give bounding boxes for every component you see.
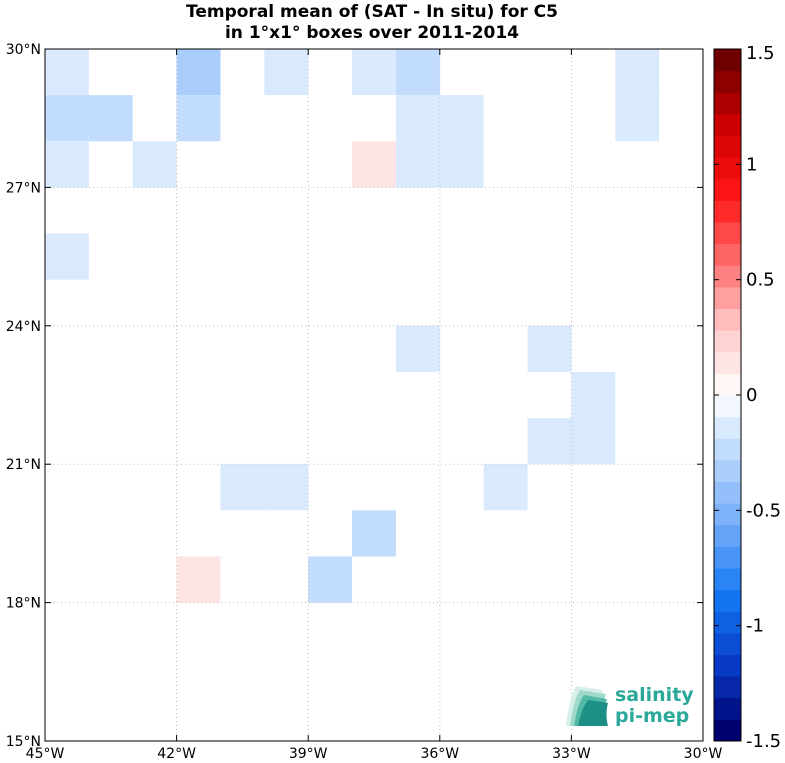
logo-text-salinity: salinity — [615, 684, 694, 706]
colorbar-tick-labels: 1.5 1 0.5 0 -0.5 -1 -1.5 — [746, 43, 781, 752]
heatmap-cell — [264, 464, 309, 511]
heatmap-cell — [220, 464, 265, 511]
salinity-pi-mep-logo: salinity pi-mep — [566, 684, 694, 727]
colorbar-segment — [714, 243, 741, 266]
heatmap-cell — [615, 49, 660, 96]
colorbar-segment — [714, 373, 741, 396]
colorbar-segment — [714, 222, 741, 245]
colorbar-segment — [714, 70, 741, 93]
colorbar-segment — [714, 589, 741, 612]
colorbar-segment — [714, 524, 741, 547]
colorbar-segment — [714, 135, 741, 158]
x-tick-label: 45°W — [26, 746, 65, 762]
colorbar-segment — [714, 200, 741, 223]
colorbar-segment — [714, 568, 741, 591]
colorbar-segment — [714, 481, 741, 504]
chart-title: Temporal mean of (SAT - In situ) for C5 — [186, 2, 558, 22]
y-tick-label: 27°N — [6, 180, 41, 196]
gridlines — [45, 49, 703, 741]
x-tick-label: 30°W — [684, 746, 723, 762]
heatmap-cell — [45, 49, 89, 96]
colorbar-tick-label: 0 — [746, 385, 757, 406]
colorbar-segment — [714, 286, 741, 309]
y-tick-label: 24°N — [6, 319, 41, 335]
heatmap-cell — [132, 141, 177, 188]
heatmap-cell — [615, 95, 660, 142]
colorbar-segment — [714, 178, 741, 201]
colorbar-segment — [714, 416, 741, 439]
heatmap-cell — [176, 49, 221, 96]
y-tick-label: 21°N — [6, 457, 41, 473]
y-tick-label: 18°N — [6, 596, 41, 612]
heatmap-cell — [439, 95, 484, 142]
colorbar-segment — [714, 265, 741, 288]
heatmap-cell — [395, 325, 440, 372]
colorbar-tick-label: 0.5 — [746, 270, 775, 291]
colorbar-tick-label: 1 — [746, 154, 757, 175]
axis-ticks — [44, 48, 704, 742]
heatmap-cell — [176, 556, 221, 603]
logo-wave-icon — [566, 686, 608, 726]
colorbar-segment — [714, 654, 741, 677]
heatmap-cell — [352, 510, 396, 557]
heatmap-cell — [395, 95, 440, 142]
colorbar-segment — [714, 459, 741, 482]
colorbar-segment — [714, 351, 741, 374]
colorbar-segment — [714, 546, 741, 569]
heatmap-cell — [308, 556, 353, 603]
heatmap-cell — [483, 464, 528, 511]
heatmap-cells — [45, 49, 660, 603]
heatmap-cell — [45, 141, 89, 188]
colorbar-segment — [714, 611, 741, 634]
x-tick-label: 39°W — [289, 746, 328, 762]
x-tick-label: 36°W — [420, 746, 459, 762]
heatmap-cell — [527, 325, 572, 372]
colorbar-tick-label: -1 — [746, 616, 764, 637]
heatmap-cell — [176, 95, 221, 142]
heatmap-cell — [527, 418, 572, 465]
colorbar-segment — [714, 395, 741, 418]
x-tick-labels: 45°W 42°W 39°W 36°W 33°W 30°W — [26, 746, 723, 762]
x-tick-label: 33°W — [552, 746, 591, 762]
colorbar-segment — [714, 157, 741, 180]
heatmap-cell — [88, 95, 133, 142]
heatmap-cell — [45, 233, 89, 280]
colorbar-segment — [714, 330, 741, 353]
colorbar-tick-label: 1.5 — [746, 43, 775, 64]
heatmap-cell — [571, 371, 616, 419]
colorbar-segment — [714, 719, 741, 742]
colorbar-segment — [714, 697, 741, 720]
colorbar — [714, 49, 741, 742]
heatmap-cell — [395, 141, 440, 188]
heatmap-cell — [571, 418, 616, 465]
colorbar-segment — [714, 676, 741, 699]
chart-subtitle: in 1°x1° boxes over 2011-2014 — [225, 23, 519, 43]
colorbar-segment — [714, 503, 741, 526]
heatmap-cell — [395, 49, 440, 96]
logo-text-pi-mep: pi-mep — [615, 705, 689, 727]
y-tick-label: 30°N — [6, 42, 41, 58]
colorbar-segment — [714, 49, 741, 72]
colorbar-tick-label: -1.5 — [746, 731, 781, 752]
heatmap-cell — [45, 95, 89, 142]
colorbar-tick-label: -0.5 — [746, 500, 781, 521]
plot-frame — [44, 48, 704, 742]
colorbar-segment — [714, 632, 741, 655]
colorbar-segment — [714, 308, 741, 331]
heatmap-cell — [439, 141, 484, 188]
heatmap-cell — [352, 49, 396, 96]
y-tick-labels: 30°N 27°N 24°N 21°N 18°N 15°N — [6, 42, 41, 750]
colorbar-segment — [714, 438, 741, 461]
colorbar-segment — [714, 92, 741, 115]
x-tick-label: 42°W — [157, 746, 196, 762]
heatmap-cell — [352, 141, 396, 188]
colorbar-ticks — [714, 48, 741, 742]
heatmap-cell — [264, 49, 309, 96]
y-tick-label: 15°N — [6, 734, 41, 750]
colorbar-segment — [714, 113, 741, 136]
